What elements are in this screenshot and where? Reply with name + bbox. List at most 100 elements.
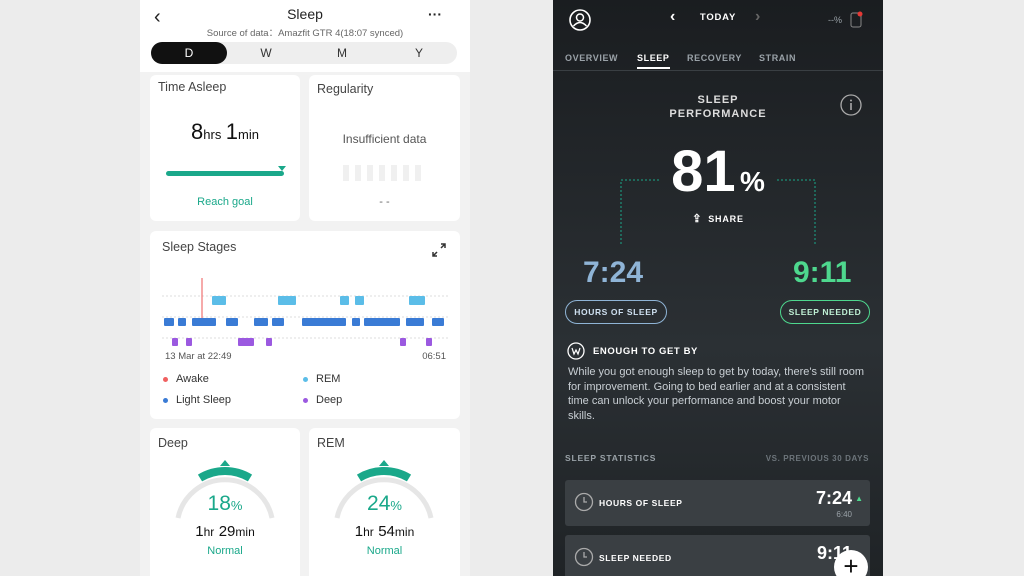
hours: 1: [195, 523, 204, 540]
clock-icon: [574, 492, 594, 512]
page-title: Sleep: [287, 6, 323, 22]
duration: 1hr 29min: [150, 523, 300, 541]
add-button[interactable]: +: [834, 550, 868, 576]
hours-of-sleep-label: HOURS OF SLEEP: [565, 300, 667, 324]
title-line: PERFORMANCE: [669, 108, 767, 120]
back-button[interactable]: ‹: [154, 6, 161, 28]
share-label: SHARE: [708, 214, 744, 224]
tab-active[interactable]: SLEEP: [637, 53, 670, 69]
unit: min: [238, 127, 259, 142]
hours-of-sleep-value: 7:24: [583, 256, 644, 289]
value: - -: [379, 196, 390, 208]
data-source: Source of data：Amazfit GTR 4(18:07 synce…: [206, 28, 404, 39]
unit: min: [235, 525, 255, 539]
stat-label: HOURS OF SLEEP: [599, 498, 683, 508]
date: TODAY: [699, 12, 737, 23]
tab[interactable]: Y: [414, 46, 423, 60]
placeholder-bars: [343, 165, 421, 181]
info-button[interactable]: [840, 94, 862, 116]
status: Normal: [207, 545, 243, 557]
stat-previous: 6:40: [836, 510, 852, 519]
hours: 1: [354, 523, 364, 540]
card-title: Sleep Stages: [162, 240, 237, 254]
title-line: SLEEP: [697, 94, 739, 106]
status: Normal: [366, 545, 403, 557]
end-time: 06:51: [422, 351, 446, 362]
legend-item: REM: [303, 373, 340, 385]
sleep-stages-card[interactable]: Sleep Stages 13 Mar at 22:49 06:51 Awake…: [150, 231, 460, 419]
prev-day[interactable]: ‹: [670, 8, 676, 25]
battery: --%: [828, 15, 842, 25]
minutes: 54: [378, 523, 395, 540]
unit: hr: [203, 525, 215, 539]
unit: hr: [363, 525, 374, 539]
value: 18: [207, 492, 231, 515]
start-time: 13 Mar at 22:49: [165, 351, 232, 362]
sleep-needed-value: 9:11: [793, 256, 852, 289]
duration: 8hrs 1min: [150, 119, 300, 145]
hours: 8: [191, 119, 204, 144]
card-title: Regularity: [317, 82, 374, 96]
trend-up: ▲: [855, 494, 863, 503]
performance-title: SLEEP PERFORMANCE: [553, 93, 883, 121]
deep-card[interactable]: Deep 18% 1hr 29min Normal: [150, 428, 300, 576]
time-asleep-card[interactable]: Time Asleep 8hrs 1min Reach goal: [150, 75, 300, 221]
insight-body: While you got enough sleep to get by tod…: [568, 366, 865, 422]
unit: %: [230, 498, 243, 513]
percent: 18%: [150, 492, 300, 516]
right-screen: ‹ TODAY › --% OVERVIEW SLEEP RECOVERY ST…: [553, 0, 883, 576]
goal-status: Reach goal: [197, 196, 253, 208]
legend-item: Light Sleep: [163, 394, 231, 406]
profile-button[interactable]: [569, 9, 591, 31]
connector-lines: [620, 179, 816, 244]
unit: hrs: [203, 127, 222, 142]
legend-label: REM: [316, 373, 341, 385]
tab[interactable]: W: [260, 46, 272, 60]
tab[interactable]: M: [337, 46, 347, 60]
value: 81: [671, 139, 736, 204]
next-day[interactable]: ›: [755, 8, 761, 25]
clock-icon: [574, 547, 594, 567]
unit: min: [394, 525, 415, 539]
value: 24: [367, 492, 391, 515]
expand-icon[interactable]: [432, 243, 446, 257]
statistics-comparison: VS. PREVIOUS 30 DAYS: [765, 454, 869, 463]
legend-label: Deep: [316, 394, 343, 406]
unit: %: [390, 498, 402, 513]
hypnogram: [162, 278, 448, 346]
more-button[interactable]: ···: [428, 6, 442, 22]
stat-label: SLEEP NEEDED: [599, 553, 672, 563]
legend-label: Awake: [176, 373, 209, 385]
percent: 24%: [309, 492, 460, 516]
share-button[interactable]: ⇪ SHARE: [692, 213, 744, 225]
minutes: 1: [225, 119, 239, 144]
statistics-title: SLEEP STATISTICS: [565, 453, 657, 463]
rem-card[interactable]: REM 24% 1hr 54min Normal: [309, 428, 460, 576]
tab[interactable]: STRAIN: [759, 53, 797, 63]
minutes: 29: [218, 523, 236, 540]
gauge: [334, 460, 434, 519]
left-screen: ‹ Sleep Source of data：Amazfit GTR 4(18:…: [140, 0, 470, 576]
message: Insufficient data: [342, 132, 427, 146]
goal-bar: [166, 166, 286, 176]
tab[interactable]: OVERVIEW: [565, 53, 619, 63]
legend-item: Awake: [163, 373, 209, 385]
tab[interactable]: RECOVERY: [687, 53, 742, 63]
tab-bar: D W M Y: [151, 42, 457, 64]
performance-score: 81 %: [553, 138, 883, 205]
card-title: Deep: [158, 436, 188, 450]
gauge: [175, 460, 275, 519]
legend-label: Light Sleep: [176, 394, 232, 406]
device-icon[interactable]: [849, 10, 863, 30]
tab[interactable]: D: [151, 42, 227, 64]
card-title: REM: [317, 436, 345, 450]
stat-row[interactable]: SLEEP NEEDED 9:11: [565, 535, 870, 576]
regularity-card[interactable]: Regularity Insufficient data - -: [309, 75, 460, 221]
divider: [553, 70, 883, 71]
stat-value: 7:24: [815, 488, 852, 508]
legend-item: Deep: [303, 394, 342, 406]
sleep-needed-label: SLEEP NEEDED: [780, 300, 870, 324]
stat-row[interactable]: HOURS OF SLEEP 7:24 ▲ 6:40: [565, 480, 870, 526]
card-title: Time Asleep: [158, 80, 227, 94]
